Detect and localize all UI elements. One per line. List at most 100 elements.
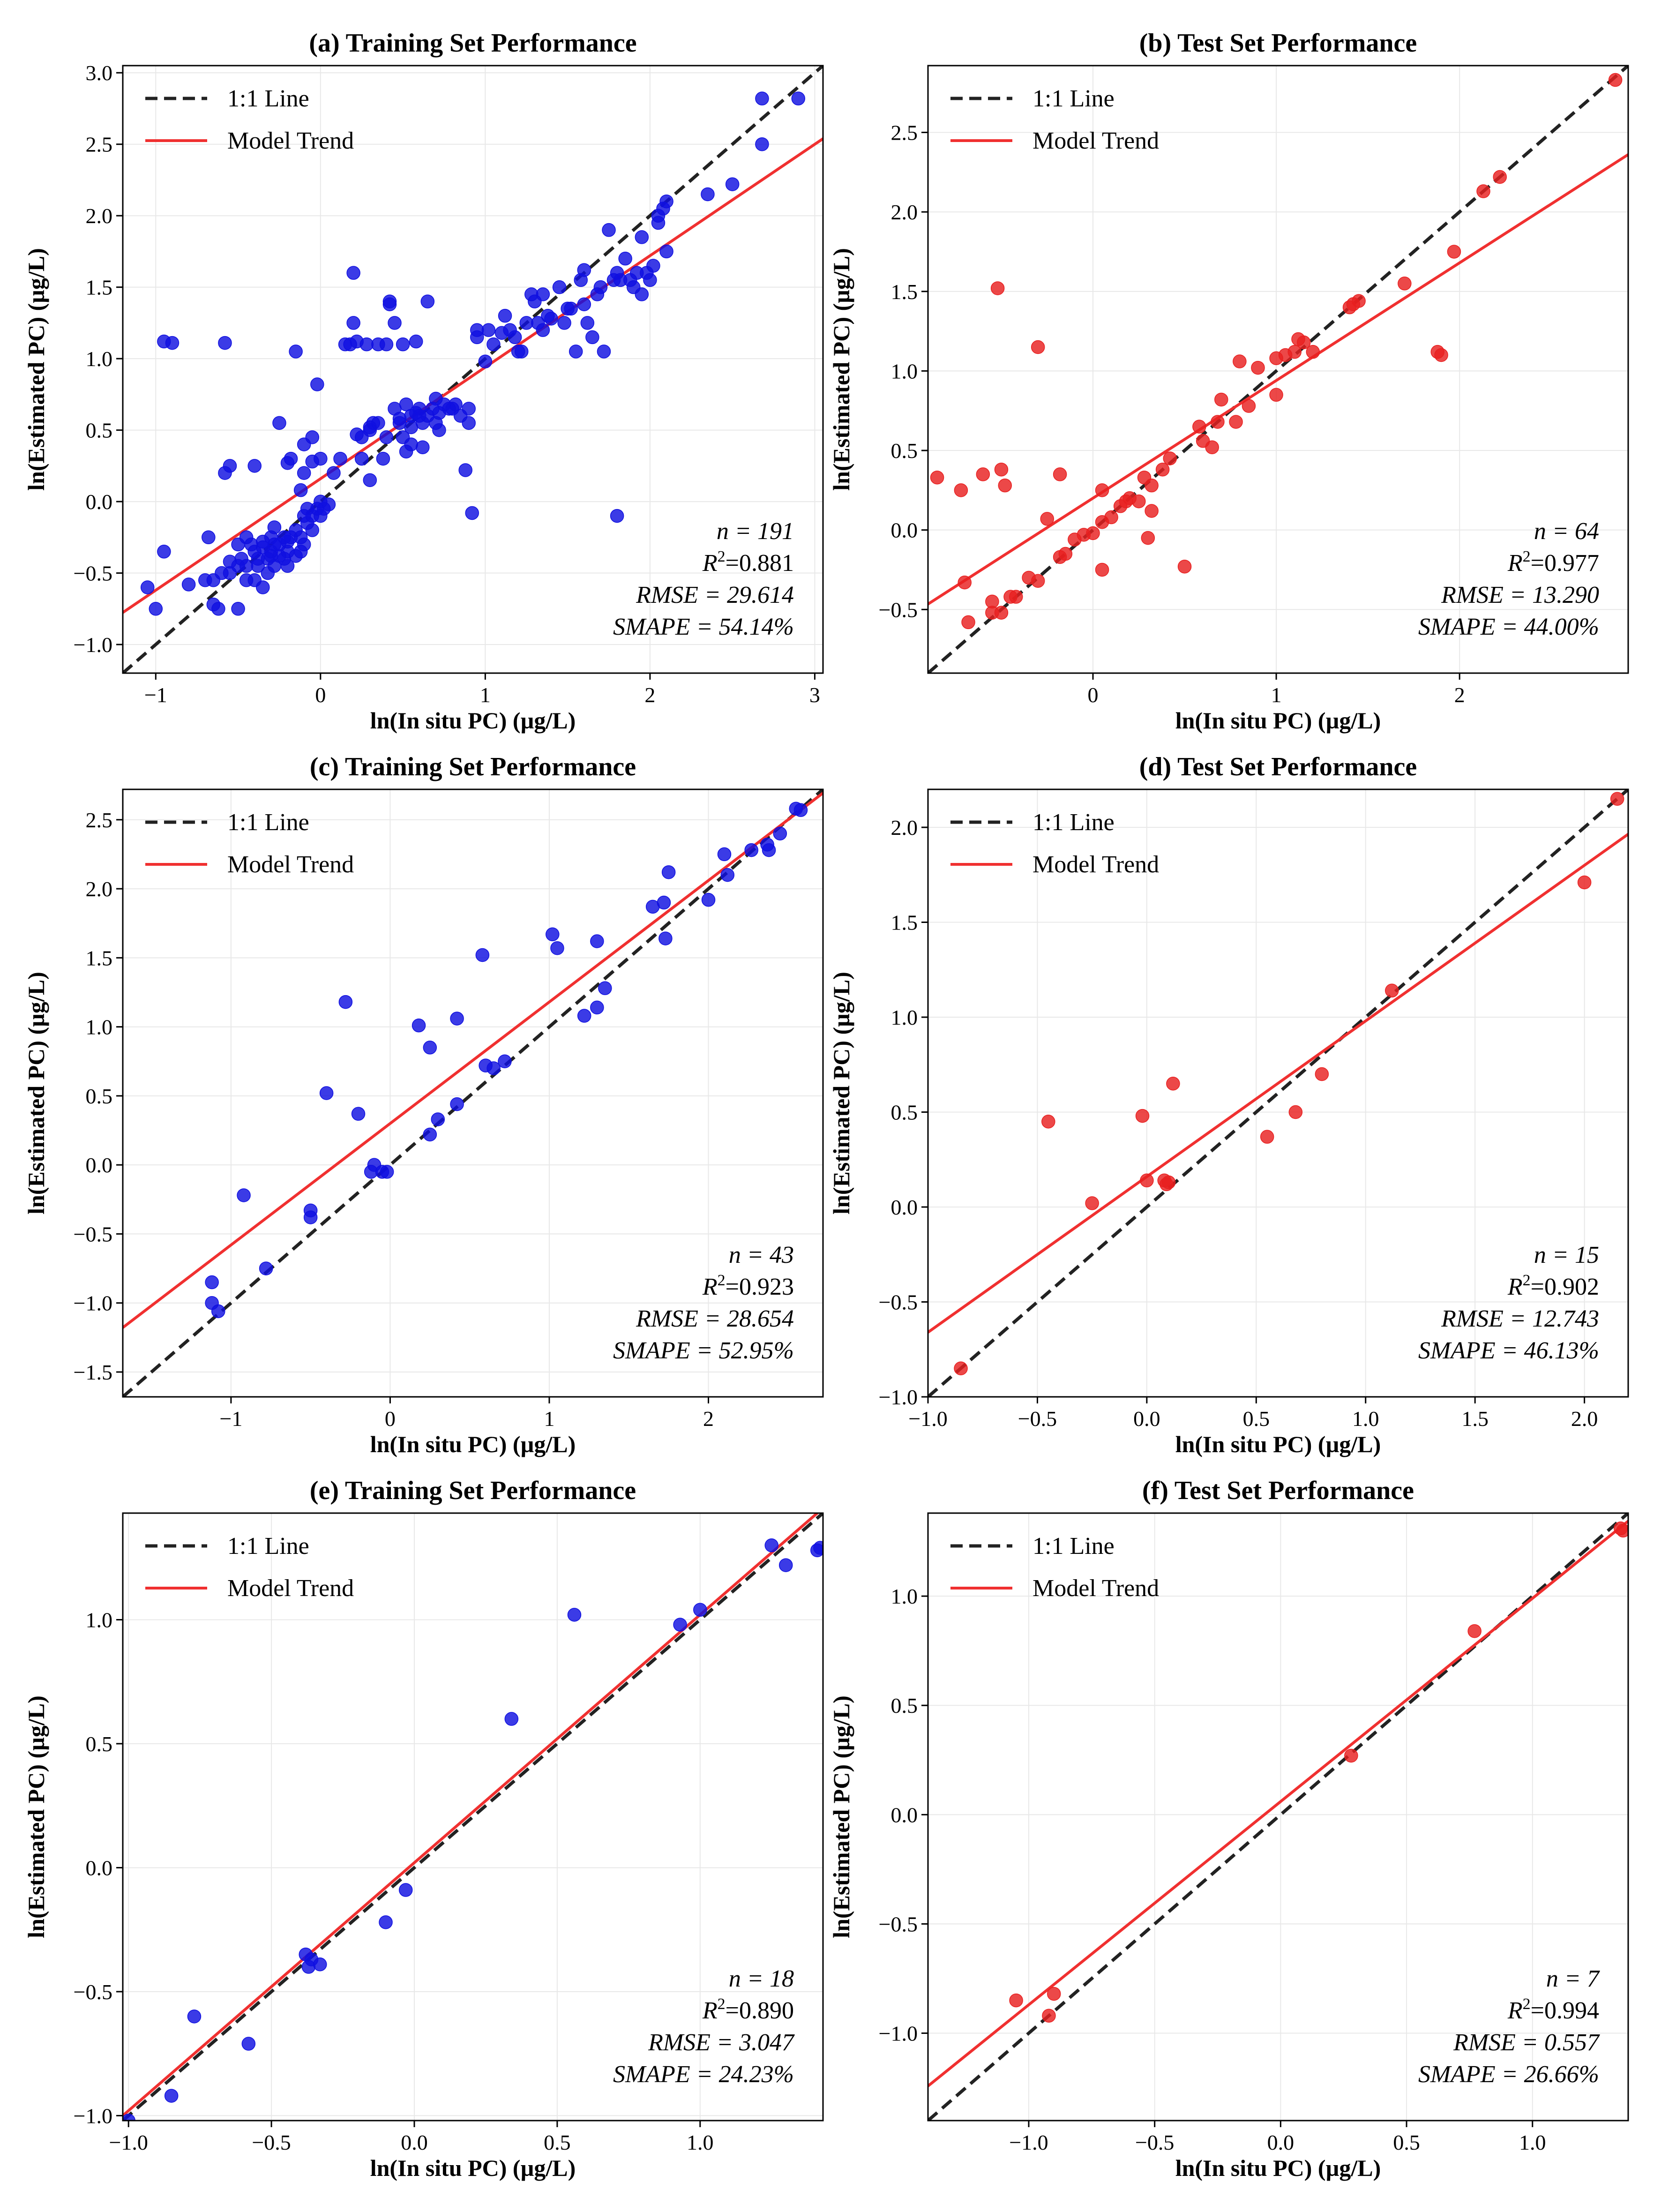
- data-points: [954, 792, 1624, 1375]
- plot-frame: [122, 65, 824, 674]
- stat-n: n = 7: [1546, 1965, 1600, 1992]
- stat-n: n = 18: [729, 1965, 794, 1992]
- data-point: [310, 377, 324, 391]
- identity-line: [928, 66, 1628, 673]
- data-point: [363, 420, 377, 435]
- plot-frame: [927, 65, 1629, 674]
- stat-n: n = 15: [1534, 1242, 1599, 1268]
- x-tick-label: −0.5: [252, 2130, 291, 2154]
- trend-line: [928, 1520, 1628, 2087]
- data-point: [813, 1541, 823, 1555]
- legend: 1:1 Line Model Trend: [145, 809, 354, 878]
- x-tick-label: 0: [385, 1407, 396, 1431]
- data-point: [635, 287, 649, 301]
- y-tick-label: 1.5: [86, 946, 113, 970]
- panel-title: (a) Training Set Performance: [309, 29, 636, 58]
- data-point: [231, 602, 245, 616]
- stat-value: 26.66%: [1524, 2061, 1599, 2088]
- data-point: [1385, 983, 1399, 998]
- grid: [123, 1513, 823, 2121]
- data-point: [1288, 1105, 1303, 1119]
- data-point: [597, 345, 611, 359]
- panel-c: −1 0 1 2 −1.5 −1.0 −0.5 0.0 0.5 1.0 1.5 2.0 2.5 (c) T…: [23, 752, 824, 1457]
- data-point: [585, 330, 599, 345]
- panel-title: (b) Test Set Performance: [1139, 29, 1417, 58]
- data-point: [140, 580, 155, 594]
- data-point: [1041, 1115, 1055, 1129]
- data-point: [1269, 388, 1283, 402]
- data-point: [693, 1603, 707, 1617]
- identity-line: [928, 789, 1628, 1397]
- data-point: [1260, 1130, 1274, 1144]
- data-point: [259, 1261, 273, 1275]
- y-tick-label: 0.5: [891, 1101, 918, 1125]
- data-point: [778, 1558, 793, 1572]
- x-axis-label: ln(In situ PC) (µg/L): [1175, 2155, 1381, 2181]
- stat-r2: R2=0.923: [702, 1272, 794, 1300]
- stat-sep: =: [690, 614, 719, 640]
- panel-d: −1.0 −0.5 0.0 0.5 1.0 1.5 2.0 −1.0 −0.5 0.0 0.5 1.0…: [828, 752, 1629, 1457]
- y-tick-label: 1.5: [891, 911, 918, 935]
- x-tick-label: 0.0: [401, 2130, 428, 2154]
- data-point: [481, 323, 496, 337]
- stat-label: R: [702, 1274, 718, 1300]
- stat-label: R: [1507, 550, 1523, 577]
- legend: 1:1 Line Model Trend: [950, 809, 1159, 878]
- y-tick-label: −0.5: [879, 1912, 918, 1936]
- data-point: [1058, 547, 1073, 561]
- data-point: [223, 459, 237, 473]
- stat-label: R: [1507, 1274, 1523, 1300]
- stat-value: 0.557: [1544, 2029, 1600, 2056]
- stat-sep: =: [690, 2061, 719, 2088]
- stat-sep: =: [711, 2029, 739, 2056]
- data-point: [1467, 1624, 1481, 1638]
- legend-trend-label: Model Trend: [227, 127, 354, 154]
- x-tick-label: 1.0: [687, 2130, 714, 2154]
- data-point: [701, 187, 715, 202]
- data-point: [1287, 345, 1302, 359]
- data-point: [157, 545, 171, 559]
- legend: 1:1 Line Model Trend: [145, 85, 354, 154]
- data-point: [475, 948, 490, 962]
- stat-smape: SMAPE = 54.14%: [613, 614, 794, 640]
- data-point: [536, 323, 550, 337]
- x-tick-label: 0: [315, 683, 326, 707]
- data-point: [1493, 170, 1507, 184]
- stat-sep: =: [741, 1965, 770, 1992]
- stat-sep: =: [1496, 614, 1524, 640]
- data-point: [251, 559, 265, 573]
- data-point: [241, 2037, 256, 2051]
- stat-value: 7: [1587, 1965, 1600, 1992]
- data-point: [1610, 792, 1624, 806]
- data-point: [211, 602, 225, 616]
- stat-sep: =: [1546, 518, 1575, 545]
- data-point: [744, 843, 758, 857]
- data-point: [1085, 1196, 1099, 1210]
- stat-n: n = 43: [729, 1242, 794, 1268]
- ticks: −1.0 −0.5 0.0 0.5 1.0 −1.0 −0.5 0.0 0.5 1.0: [879, 1584, 1546, 2154]
- y-tick-label: 1.0: [891, 359, 918, 383]
- y-tick-label: 2.0: [891, 200, 918, 224]
- stat-label: n: [1546, 1965, 1558, 1992]
- data-point: [379, 1915, 393, 1929]
- data-point: [755, 137, 769, 151]
- data-point: [762, 843, 776, 857]
- data-point: [223, 555, 237, 569]
- stat-value: 0.994: [1544, 1997, 1599, 2024]
- data-point: [1211, 415, 1225, 429]
- x-tick-label: −0.5: [1135, 2130, 1174, 2154]
- data-point: [314, 451, 328, 466]
- plot-area: [123, 789, 823, 1397]
- legend-identity-label: 1:1 Line: [227, 1533, 309, 1560]
- panel-e: −1.0 −0.5 0.0 0.5 1.0 −1.0 −0.5 0.0 0.5 1.0 (e) Tr…: [23, 1476, 824, 2181]
- data-point: [1132, 494, 1146, 509]
- x-tick-label: 0.0: [1133, 1407, 1160, 1431]
- stat-value: 54.14%: [719, 614, 794, 640]
- data-point: [1095, 483, 1109, 497]
- data-point: [577, 297, 591, 312]
- data-point: [1242, 399, 1256, 413]
- data-point: [610, 509, 624, 523]
- stat-value: 15: [1575, 1242, 1599, 1268]
